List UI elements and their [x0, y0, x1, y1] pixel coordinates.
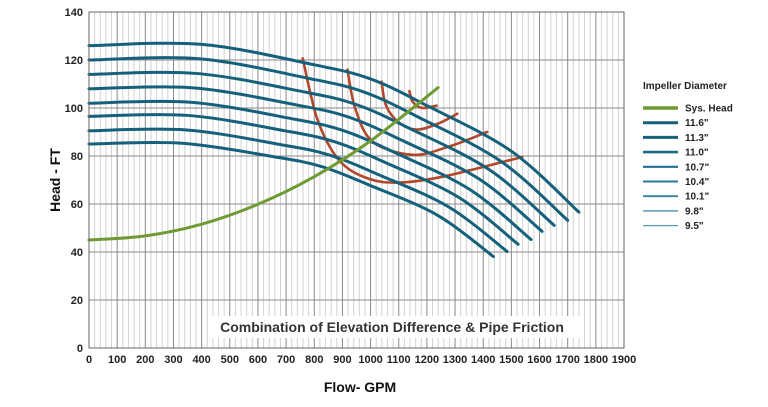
x-tick-label: 600	[249, 354, 267, 366]
x-tick-label: 1000	[358, 354, 382, 366]
tick-labels: 0 100 200 300 400 500 600 700 800 900 1000 1100 1200…	[65, 7, 637, 366]
pump-curve-line	[87, 127, 509, 254]
x-tick-label: 1800	[584, 354, 608, 366]
y-tick-label: 40	[71, 247, 83, 259]
legend-title: Impeller Diameter	[643, 81, 727, 92]
x-tick-label: 1100	[387, 354, 411, 366]
y-tick-label: 120	[65, 55, 83, 67]
x-tick-label: 0	[86, 354, 92, 366]
pump-curve-line	[87, 113, 520, 246]
pump-curve-line	[87, 99, 533, 242]
legend-label: 11.0"	[685, 148, 709, 159]
x-tick-label: 200	[136, 354, 154, 366]
x-tick-label: 500	[221, 354, 239, 366]
y-tick-label: 20	[71, 295, 83, 307]
y-tick-label: 80	[71, 151, 83, 163]
x-tick-label: 300	[164, 354, 182, 366]
x-tick-label: 400	[192, 354, 210, 366]
annotation-text: Combination of Elevation Difference & Pi…	[220, 319, 564, 335]
x-tick-label: 1200	[415, 354, 439, 366]
legend-label: 9.5"	[685, 221, 704, 232]
legend-label: 10.7"	[685, 162, 709, 173]
x-tick-label: 900	[333, 354, 351, 366]
y-tick-label: 140	[65, 7, 83, 19]
series-lines	[87, 41, 581, 259]
x-tick-label: 700	[277, 354, 295, 366]
legend: Impeller Diameter Sys. Head 11.6" 11.3" 11.…	[643, 81, 733, 232]
x-axis-label: Flow- GPM	[324, 379, 396, 395]
x-tick-label: 1400	[471, 354, 495, 366]
legend-label: 10.4"	[685, 177, 709, 188]
pump-curve-line	[87, 85, 544, 233]
x-tick-label: 100	[108, 354, 126, 366]
y-tick-label: 0	[77, 343, 83, 355]
annotation-box: Combination of Elevation Difference & Pi…	[208, 316, 584, 338]
pump-curve-line	[87, 70, 556, 227]
legend-label: Sys. Head	[685, 104, 733, 115]
x-tick-label: 1500	[499, 354, 523, 366]
legend-label: 11.6"	[685, 118, 709, 129]
legend-label: 9.8"	[685, 206, 704, 217]
legend-label: 11.3"	[685, 133, 709, 144]
annotation-background	[208, 316, 584, 338]
y-tick-label: 100	[65, 103, 83, 115]
x-tick-label: 1600	[527, 354, 551, 366]
pump-curve-line	[87, 56, 570, 222]
y-tick-label: 60	[71, 199, 83, 211]
x-tick-label: 800	[305, 354, 323, 366]
x-tick-label: 1900	[612, 354, 636, 366]
x-tick-label: 1700	[555, 354, 579, 366]
y-axis-label: Head - FT	[47, 148, 63, 212]
legend-label: 10.1"	[685, 192, 709, 203]
pump-curve-line	[87, 140, 495, 259]
pump-curve-line	[87, 41, 581, 214]
plot-frame	[88, 11, 625, 349]
x-tick-label: 1300	[443, 354, 467, 366]
system-head-line	[87, 86, 440, 242]
